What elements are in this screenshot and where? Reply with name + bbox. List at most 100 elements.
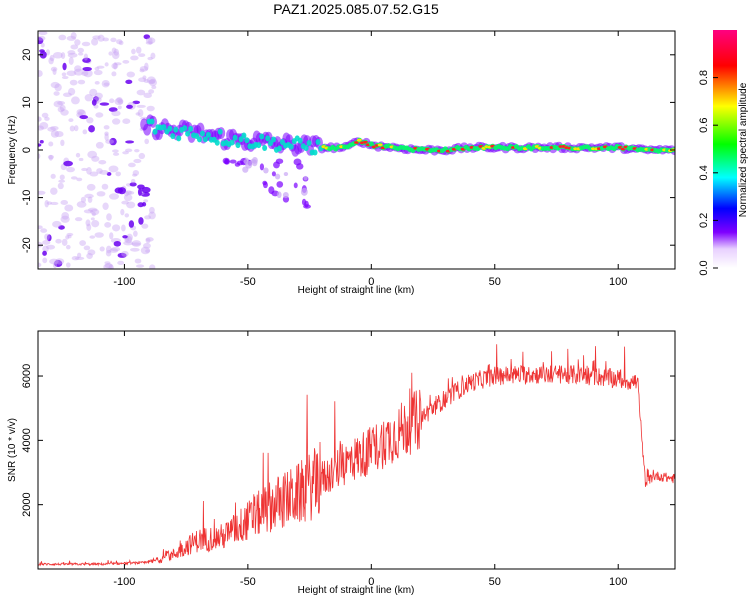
spectrum-speckle [128,220,135,228]
spectrum-speckle [136,264,145,268]
spectrum-speckle [91,220,100,228]
spectrum-speckle [67,234,72,239]
spectrum-speckle [105,249,112,257]
spectrum-speckle [82,129,88,135]
spectrum-speckle [89,235,96,239]
y-tick-label: 0 [21,147,33,153]
spectrum-speckle [133,158,142,164]
spectrum-speckle [62,92,72,97]
spectrum-speckle [112,152,120,156]
spectrum-speckle [60,139,65,147]
ridge-core [276,145,282,152]
colorbar: 0.0 0.2 0.4 0.6 0.8 Normalized spectral ampl… [698,30,749,276]
spectrum-speckle [141,223,149,229]
spectrum-speckle [86,166,92,175]
spectrum-speckle [144,215,152,220]
spectrum-speckle [38,35,46,41]
spectrum-speckle [250,159,257,164]
spectrum-speckle [61,238,68,246]
y-tick-label: 10 [21,96,33,108]
spectrum-speckle [82,57,91,63]
spectrum-speckle [89,171,99,177]
spectrum-speckle [50,187,58,195]
spectrum-speckle [131,48,136,55]
spectrum-speckle [114,62,122,66]
spectrum-speckle [131,242,141,246]
spectrum-speckle [44,233,50,241]
spectrum-speckle [91,211,96,217]
ridge-core [217,128,223,135]
spectrum-speckle [74,217,83,222]
spectrum-speckle [242,166,249,173]
spectrum-speckle [99,246,105,252]
spectrum-speckle [129,182,137,187]
spectrum-speckle [126,104,133,109]
x-tick-label: -50 [240,576,256,588]
spectrum-speckle [140,246,151,255]
spectrum-speckle [95,112,104,118]
spectrum-speckle [149,264,156,269]
ridge-core [306,140,312,147]
y-tick-label: -20 [21,237,33,253]
spectrum-speckle [42,240,51,245]
spectrogram-x-ticks: -100 -50 0 50 100 [113,31,627,288]
snr-x-ticks: -100 -50 0 50 100 [113,331,627,588]
spectrum-speckle [143,34,151,40]
spectrum-speckle [66,35,77,41]
spectrum-speckle [151,85,157,90]
spectrum-speckle [148,211,156,220]
snr-frame [37,330,676,570]
spectrum-speckle [130,55,139,61]
ridge-core [303,145,309,152]
spectrum-speckle [44,200,49,208]
spectrum-speckle [101,183,109,190]
ridge-core [176,135,182,142]
spectrum-speckle [88,125,95,133]
spectrum-speckle [38,31,48,36]
spectrum-speckle [148,37,153,45]
x-tick-label: 100 [609,576,627,588]
spectrum-speckle [142,202,147,207]
spectrum-speckle [104,261,111,265]
spectrum-speckle [78,157,84,162]
spectrum-speckle [57,106,65,113]
spectrum-speckle [103,263,113,269]
ridge-core [268,140,274,147]
y-tick-label: -10 [21,190,33,206]
spectrum-speckle [39,50,47,59]
ridge-core [196,136,202,143]
spectrum-speckle [60,52,66,60]
spectrum-speckle [91,38,99,46]
spectrum-speckle [114,187,124,194]
spectrum-speckle [142,75,147,80]
spectrum-speckle [58,225,65,230]
spectrum-speckle [283,172,289,177]
spectrum-speckle [81,41,91,47]
spectrum-speckle [91,99,97,106]
snr-y-ticks: 2000 4000 6000 [21,364,675,517]
spectrum-speckle [300,187,308,196]
spectrum-speckle [110,247,121,252]
spectrum-speckle [66,262,71,268]
spectrum-speckle [105,245,112,254]
colorbar-tick-label: 0.0 [698,260,710,275]
spectrum-speckle [109,232,114,240]
spectrum-speckle [48,141,54,147]
spectrum-speckle [126,201,136,209]
spectrum-speckle [92,35,101,40]
colorbar-tick-label: 0.2 [698,213,710,228]
y-tick-label: 20 [21,49,33,61]
spectrum-speckle [57,182,64,190]
spectrum-speckle [132,170,140,176]
spectrum-speckle [68,118,74,122]
ridge-core [167,125,173,132]
spectrum-speckle [126,71,136,78]
spectrum-speckle [41,112,49,118]
spectrum-speckle [70,176,78,180]
colorbar-gradient [713,30,737,268]
spectrum-speckle [134,258,142,264]
spectrum-speckle [46,234,52,242]
spectrum-speckle [54,83,62,92]
spectrum-speckle [121,250,129,257]
spectrum-speckle [87,196,93,203]
